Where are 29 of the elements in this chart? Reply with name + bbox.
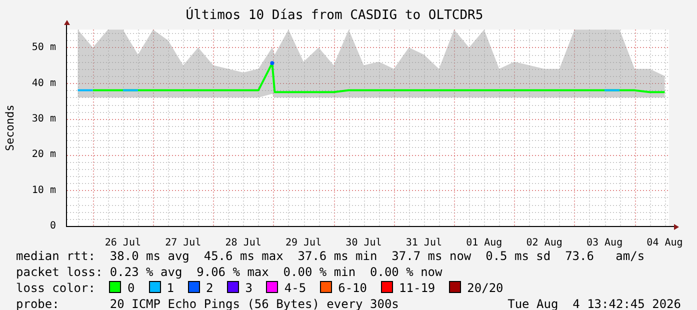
x-tick-label: 28 Jul [225,238,262,249]
text: packet loss: 0.23 % avg 9.06 % max 0.00 % min 0.00 % now [16,264,444,280]
x-tick-label: 30 Jul [346,238,382,249]
x-tick-label: 29 Jul [285,238,322,249]
y-tick-label: 0 [50,220,56,232]
legend-label: 2 [206,281,214,295]
legend-label: 6-10 [338,281,368,295]
y-tick-label: 30 m [32,113,56,124]
y-tick-label: 50 m [32,42,56,54]
chart-title: Últimos 10 Días from CASDIG to OLTCDR5 [186,6,484,24]
x-tick-label: 01 Aug [466,238,502,249]
legend-label: 0 [127,281,135,295]
x-tick-label: 03 Aug [586,238,623,249]
legend-label: 4-5 [284,281,306,295]
x-tick-label: 04 Aug [646,238,683,249]
x-tick-label: 31 Jul [406,238,442,249]
x-tick-label: 26 Jul [104,238,141,249]
legend-label: 11-19 [399,281,436,295]
y-tick-label: 20 m [32,149,56,160]
legend-label: 1 [166,281,174,295]
legend-title: loss color: [16,281,96,295]
legend-label: 3 [245,281,252,295]
y-tick-label: 40 m [32,78,56,89]
text: median rtt: 38.0 ms avg 45.6 ms max 37.6 ms min 37.7 ms now 0.5 ms sd 73.6 am/s [16,248,646,264]
x-tick-label: 27 Jul [165,238,202,249]
y-axis-title: Seconds [3,104,16,151]
x-tick-label: 02 Aug [526,238,562,249]
y-tick-label: 10 m [32,184,56,196]
legend-label: 20/20 [467,281,504,295]
